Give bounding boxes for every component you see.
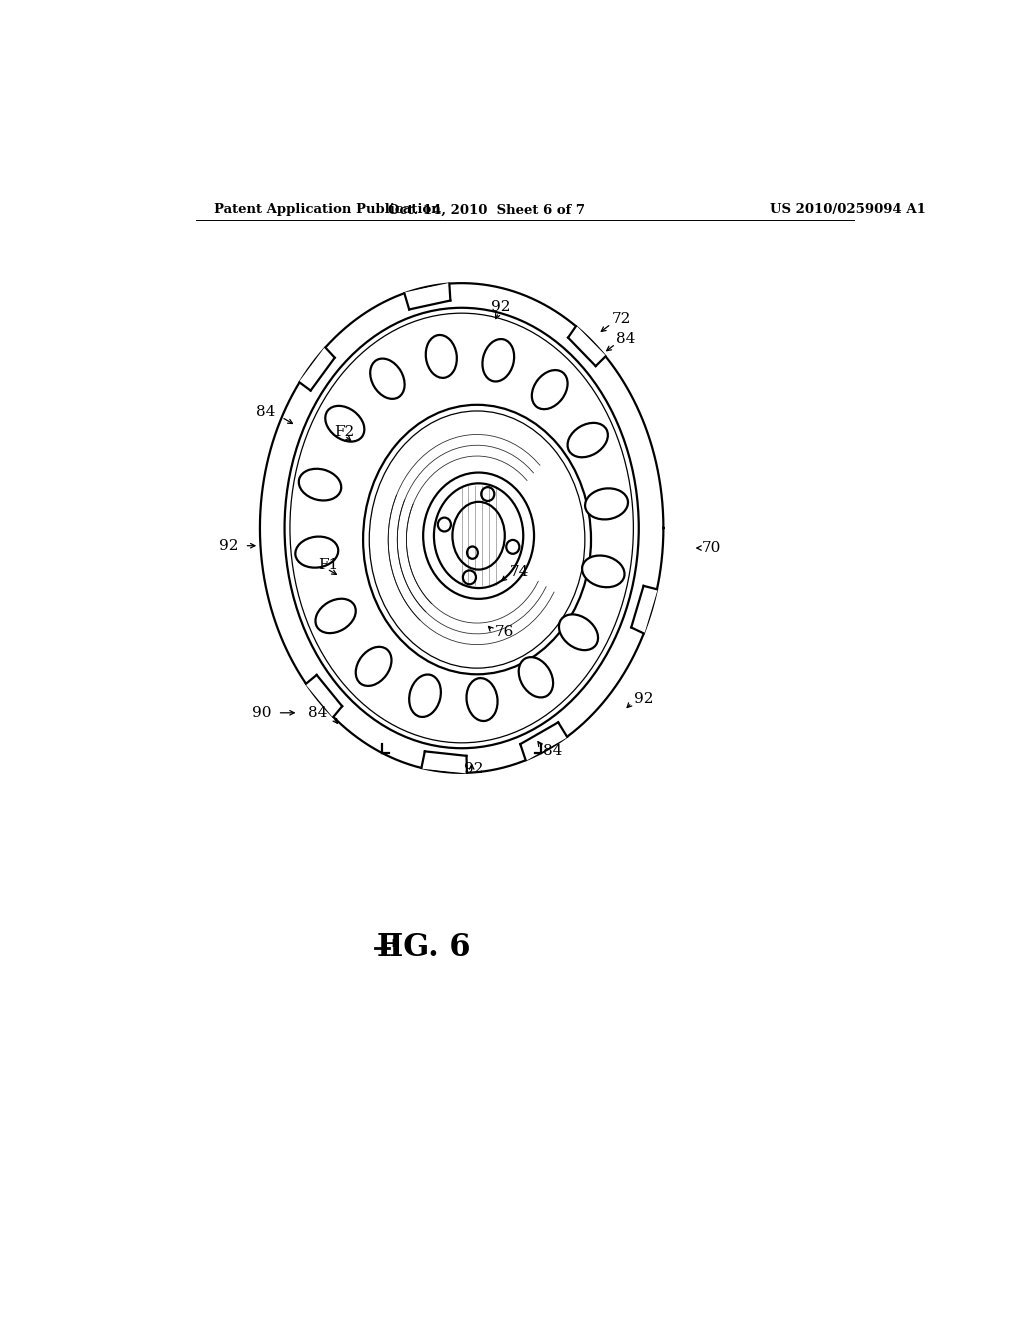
Text: 84: 84 [308,706,328,719]
Text: 84: 84 [544,743,562,758]
Ellipse shape [585,488,628,520]
Text: 92: 92 [634,692,653,706]
Text: 74: 74 [509,565,528,579]
Text: F1: F1 [317,558,338,572]
Polygon shape [631,586,657,634]
Ellipse shape [482,339,514,381]
Ellipse shape [438,517,451,532]
Text: IG. 6: IG. 6 [389,932,471,964]
Ellipse shape [453,502,505,570]
Text: 70: 70 [701,541,721,554]
Polygon shape [306,675,342,717]
Ellipse shape [519,657,553,697]
Polygon shape [299,347,335,391]
Ellipse shape [426,335,457,378]
Ellipse shape [531,370,567,409]
Text: US 2010/0259094 A1: US 2010/0259094 A1 [770,203,926,216]
Text: 92: 92 [219,539,239,553]
Text: 90: 90 [252,706,271,719]
Text: 84: 84 [256,405,275,420]
Ellipse shape [567,422,608,457]
Ellipse shape [434,483,523,589]
Text: F: F [377,932,398,964]
Ellipse shape [364,405,591,675]
Ellipse shape [371,359,404,399]
Ellipse shape [326,405,365,442]
Ellipse shape [355,647,391,686]
Polygon shape [404,284,451,309]
Ellipse shape [467,546,478,558]
Ellipse shape [481,487,495,502]
Ellipse shape [467,678,498,721]
Ellipse shape [315,599,355,634]
Text: 76: 76 [495,624,514,639]
Ellipse shape [506,540,519,554]
Text: Oct. 14, 2010  Sheet 6 of 7: Oct. 14, 2010 Sheet 6 of 7 [388,203,585,216]
Text: 84: 84 [616,331,636,346]
Text: 92: 92 [490,300,510,314]
Text: 72: 72 [611,312,631,326]
Ellipse shape [295,536,338,568]
Polygon shape [422,751,467,772]
Text: F2: F2 [335,425,355,438]
Ellipse shape [582,556,625,587]
Text: 92: 92 [464,762,483,776]
Ellipse shape [299,469,341,500]
Polygon shape [520,722,567,760]
Ellipse shape [559,614,598,651]
Ellipse shape [423,473,535,599]
Text: Patent Application Publication: Patent Application Publication [214,203,440,216]
Ellipse shape [463,570,476,585]
Polygon shape [568,326,605,366]
Ellipse shape [410,675,441,717]
